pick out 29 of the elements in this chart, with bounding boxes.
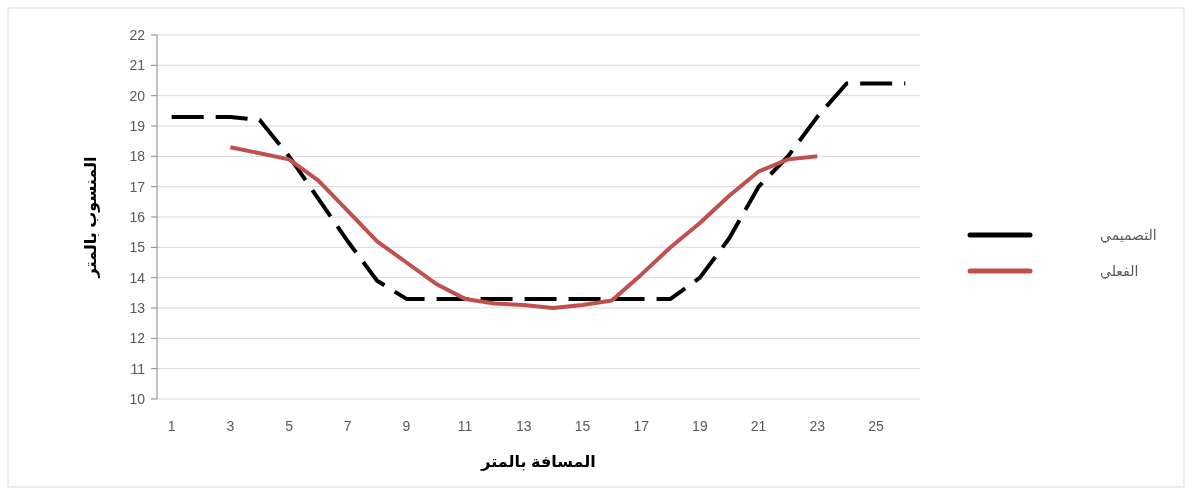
x-tick-label: 15 <box>574 418 591 434</box>
y-tick-label: 15 <box>129 239 146 256</box>
y-tick-label: 20 <box>129 87 146 104</box>
y-tick-label: 17 <box>129 178 146 195</box>
y-tick-label: 14 <box>129 269 146 286</box>
y-tick-label: 19 <box>129 118 146 134</box>
x-tick-label: 17 <box>633 418 650 434</box>
y-tick-label: 22 <box>129 27 146 43</box>
x-tick-label: 9 <box>402 418 411 434</box>
y-tick-label: 18 <box>129 148 146 165</box>
x-tick-label: 23 <box>809 418 826 434</box>
x-tick-label: 19 <box>692 418 708 434</box>
legend: التصميمي الفعلي <box>967 227 1157 279</box>
x-axis-title: المسافة بالمتر <box>480 453 596 471</box>
x-tick-label: 5 <box>285 418 294 434</box>
y-tick-label: 11 <box>130 360 146 377</box>
x-tick-label: 21 <box>750 418 767 434</box>
y-tick-label: 16 <box>129 209 146 225</box>
x-tick-label: 13 <box>516 418 532 434</box>
y-tick-label: 21 <box>129 57 146 74</box>
x-tick-label: 3 <box>226 418 235 434</box>
x-tick-label: 25 <box>868 418 884 434</box>
x-tick-label: 1 <box>167 418 176 434</box>
x-tick-label: 7 <box>343 418 352 434</box>
y-tick-label: 12 <box>129 330 146 347</box>
y-tick-label: 10 <box>129 391 146 407</box>
x-tick-label: 11 <box>457 418 473 434</box>
y-tick-label: 13 <box>129 300 146 316</box>
y-axis-title: المنسوب بالمتر <box>82 156 100 279</box>
